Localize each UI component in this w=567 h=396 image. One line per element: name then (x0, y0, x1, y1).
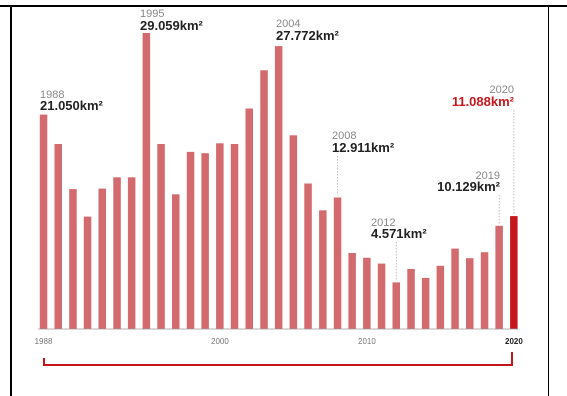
frame-top-border (0, 5, 567, 7)
annotation-value-1995: 29.059km² (140, 18, 204, 33)
bottom-bracket (43, 352, 513, 366)
bar-1996 (157, 144, 165, 329)
bar-1988 (39, 114, 48, 329)
bar-2005 (289, 135, 298, 329)
bar-2014 (421, 277, 430, 329)
frame-left-border (10, 5, 12, 396)
annotation-year-1988: 1988 (40, 89, 64, 101)
bar-1993 (113, 177, 121, 329)
annotation-value-2012: 4.571km² (371, 226, 427, 241)
bar-2012 (392, 282, 400, 329)
bar-2015 (436, 265, 445, 329)
x-tick-label-2000: 2000 (211, 337, 229, 346)
frame-right-border (548, 5, 549, 396)
x-tick-label-2020: 2020 (505, 337, 523, 346)
bar-1990 (69, 189, 77, 329)
bar-1997 (172, 194, 180, 329)
annotation-year-1995: 1995 (140, 8, 164, 20)
bar-2019 (495, 225, 503, 329)
bar-1994 (127, 177, 136, 329)
annotation-value-2008: 12.911km² (332, 140, 395, 155)
annotation-value-2020: 11.088km² (452, 94, 515, 109)
bar-2017 (466, 258, 474, 329)
bar-2020 (510, 216, 518, 329)
x-tick-label-2010: 2010 (358, 337, 376, 346)
bar-1992 (98, 188, 106, 329)
bar-2018 (480, 252, 489, 329)
annotation-value-1988: 21.050km² (40, 98, 104, 113)
bar-2000 (216, 143, 224, 329)
x-tick-label-1988: 1988 (35, 337, 53, 346)
bar-2013 (407, 269, 415, 329)
bar-1998 (186, 151, 195, 329)
bar-2008 (333, 197, 342, 329)
annotation-year-2019: 2019 (476, 170, 500, 182)
annotation-value-2019: 10.129km² (437, 179, 501, 194)
annotation-year-2004: 2004 (276, 18, 300, 30)
bar-2009 (348, 253, 356, 329)
annotation-value-2004: 27.772km² (276, 28, 340, 43)
bar-2001 (230, 144, 239, 329)
annotation-year-2020: 2020 (490, 84, 514, 96)
bar-2011 (377, 263, 386, 329)
bar-2010 (363, 257, 371, 329)
bar-2004 (274, 46, 283, 329)
bar-2016 (451, 248, 459, 329)
bar-1991 (83, 216, 92, 329)
bar-2007 (319, 210, 327, 329)
annotation-year-2012: 2012 (371, 217, 395, 229)
bar-1995 (142, 33, 151, 329)
bar-2003 (260, 70, 268, 330)
bar-1989 (54, 144, 62, 329)
bar-2002 (245, 108, 253, 329)
annotation-year-2008: 2008 (332, 130, 356, 142)
bar-1999 (201, 153, 209, 329)
bar-2006 (304, 183, 312, 329)
